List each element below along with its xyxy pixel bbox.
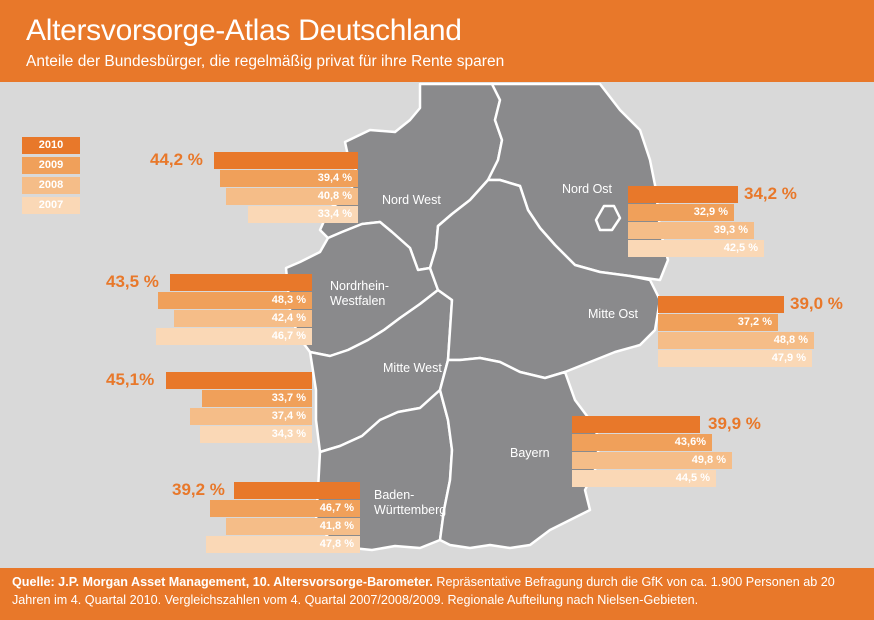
bar-mitte-west-2010 xyxy=(166,372,312,389)
bar-mitte-ost-2009: 37,2 % xyxy=(658,314,778,331)
value-bayern-2010: 39,9 % xyxy=(708,414,761,433)
value-mitte-west-2010: 45,1% xyxy=(106,370,155,389)
source-footer: Quelle: J.P. Morgan Asset Management, 10… xyxy=(0,568,874,620)
bar-nrw-2008: 42,4 % xyxy=(174,310,312,327)
bar-bw-2009: 46,7 % xyxy=(210,500,360,517)
bar-mitte-west-2009: 33,7 % xyxy=(202,390,312,407)
value-bw-2010: 39,2 % xyxy=(172,480,225,499)
value-nrw-2010: 43,5 % xyxy=(106,272,159,291)
legend-2008: 2008 xyxy=(22,177,80,194)
bar-nord-west-2008: 40,8 % xyxy=(226,188,358,205)
bar-bayern-2009: 43,6% xyxy=(572,434,712,451)
bar-bayern-2010 xyxy=(572,416,700,433)
source-text: Repräsentative Befragung durch die GfK v… xyxy=(12,575,835,607)
bar-nrw-2007: 46,7 % xyxy=(156,328,312,345)
value-nord-ost-2010: 34,2 % xyxy=(744,184,797,203)
bar-nord-west-2007: 33,4 % xyxy=(248,206,358,223)
bar-bw-2008: 41,8 % xyxy=(226,518,360,535)
region-label-nord-ost: Nord Ost xyxy=(562,182,613,196)
bar-nrw-2009: 48,3 % xyxy=(158,292,312,309)
bar-bw-2007: 47,8 % xyxy=(206,536,360,553)
bar-bayern-2008: 49,8 % xyxy=(572,452,732,469)
bar-mitte-west-2007: 34,3 % xyxy=(200,426,312,443)
bar-nord-ost-2008: 39,3 % xyxy=(628,222,754,239)
bar-nord-west-2009: 39,4 % xyxy=(220,170,358,187)
header-banner: Altersvorsorge-Atlas Deutschland Anteile… xyxy=(0,0,874,82)
page-title: Altersvorsorge-Atlas Deutschland xyxy=(26,14,462,47)
region-label-nrw: Nordrhein- Westfalen xyxy=(330,279,390,308)
region-label-mitte-west: Mitte West xyxy=(383,361,442,375)
region-label-baden-wuerttemberg: Baden- Württemberg xyxy=(374,488,447,517)
bar-nord-ost-2010 xyxy=(628,186,738,203)
source-bold: Quelle: J.P. Morgan Asset Management, 10… xyxy=(12,575,433,589)
bar-mitte-ost-2008: 48,8 % xyxy=(658,332,814,349)
region-label-nord-west: Nord West xyxy=(382,193,441,207)
region-bayern xyxy=(438,356,602,550)
legend-2009: 2009 xyxy=(22,157,80,174)
region-berlin xyxy=(594,204,622,232)
bar-nrw-2010 xyxy=(170,274,312,291)
value-mitte-ost-2010: 39,0 % xyxy=(790,294,843,313)
bar-mitte-ost-2010 xyxy=(658,296,784,313)
bar-nord-ost-2007: 42,5 % xyxy=(628,240,764,257)
region-label-mitte-ost: Mitte Ost xyxy=(588,307,639,321)
legend-2007: 2007 xyxy=(22,197,80,214)
bar-bw-2010 xyxy=(234,482,360,499)
bar-mitte-west-2008: 37,4 % xyxy=(190,408,312,425)
value-nord-west-2010: 44,2 % xyxy=(150,150,203,169)
page-subtitle: Anteile der Bundesbürger, die regelmäßig… xyxy=(26,53,505,70)
bar-nord-ost-2009: 32,9 % xyxy=(628,204,734,221)
legend-2010: 2010 xyxy=(22,137,80,154)
region-label-bayern: Bayern xyxy=(510,446,550,460)
bar-nord-west-2010 xyxy=(214,152,358,169)
bar-bayern-2007: 44,5 % xyxy=(572,470,716,487)
bar-mitte-ost-2007: 47,9 % xyxy=(658,350,812,367)
